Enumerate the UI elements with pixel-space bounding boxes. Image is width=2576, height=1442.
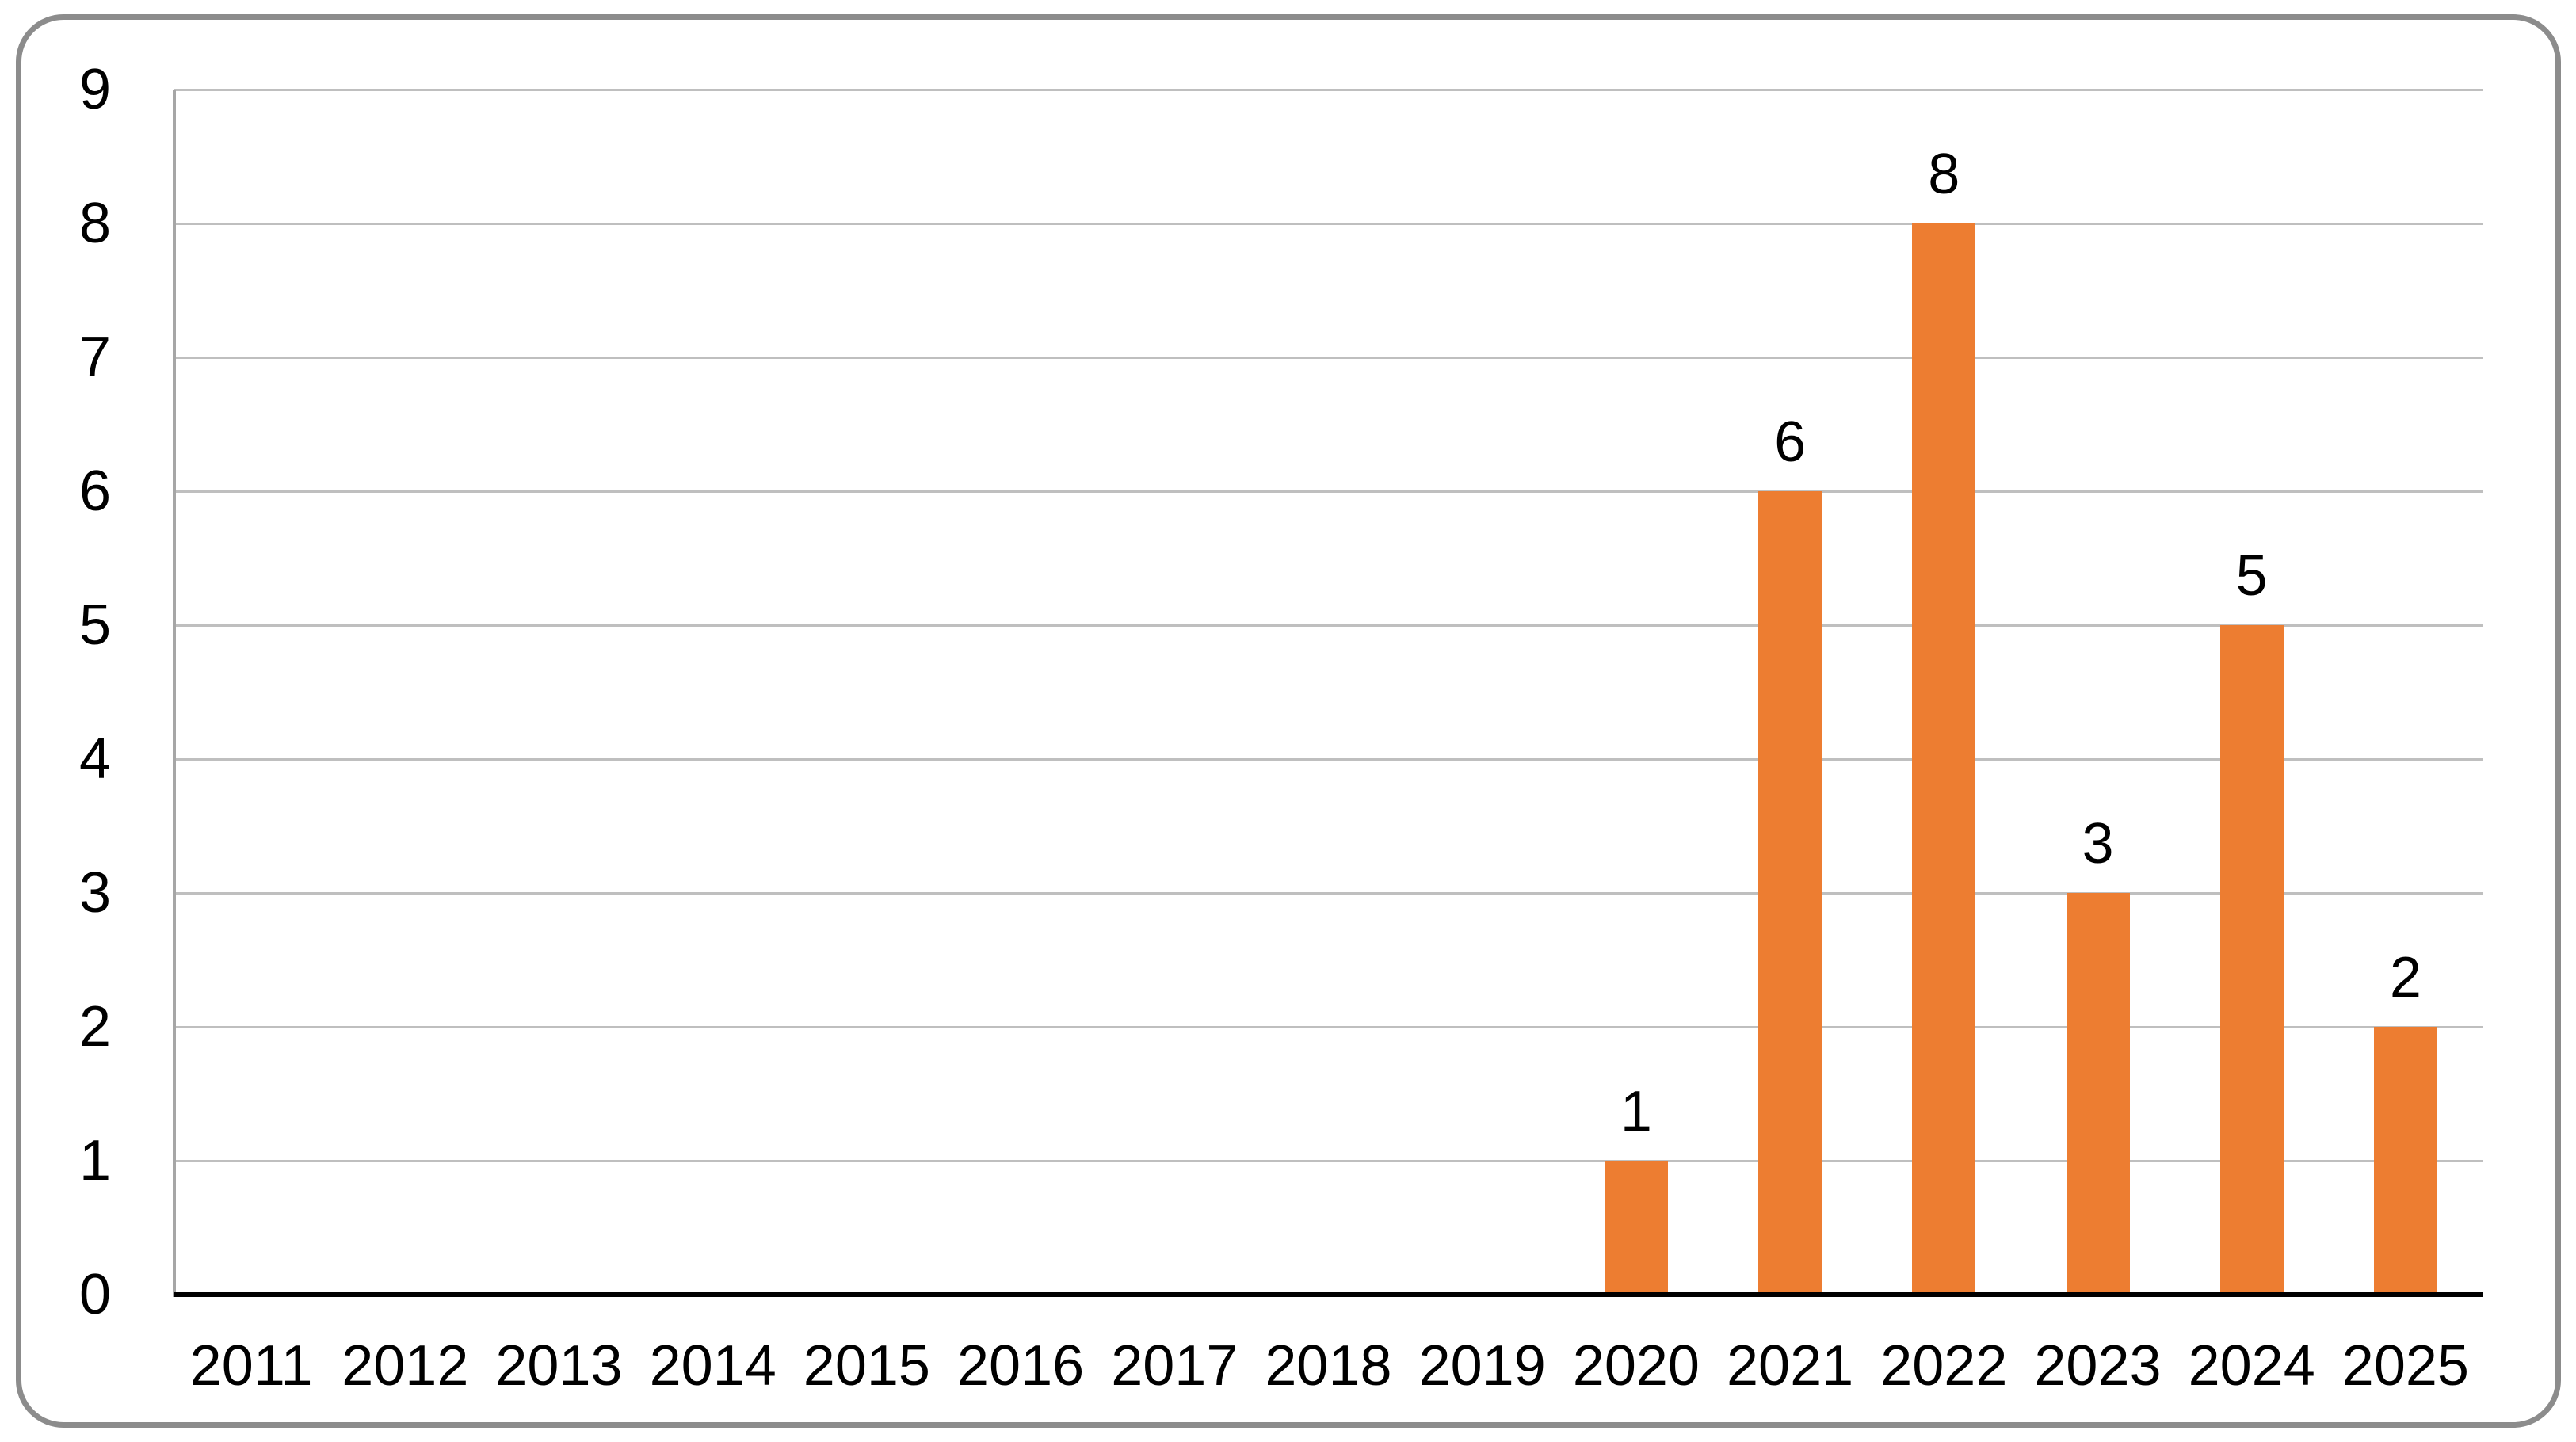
bar-value-label: 1	[1620, 1080, 1652, 1143]
gridline	[174, 757, 2483, 761]
x-axis-line	[174, 1292, 2483, 1297]
x-axis-tick-label: 2024	[2188, 1334, 2315, 1398]
bar	[1604, 1161, 1668, 1295]
gridline	[174, 624, 2483, 627]
x-axis-tick-label: 2016	[957, 1334, 1085, 1398]
y-axis-tick-label: 4	[78, 727, 112, 791]
gridline	[174, 1025, 2483, 1028]
x-axis-tick-label: 2018	[1265, 1334, 1392, 1398]
y-axis-tick-label: 6	[78, 460, 112, 523]
x-axis-tick-label: 2023	[2034, 1334, 2162, 1398]
y-axis-line	[173, 90, 176, 1297]
gridline	[174, 490, 2483, 493]
gridline	[174, 356, 2483, 359]
x-axis-tick-label: 2019	[1418, 1334, 1546, 1398]
x-axis-tick-label: 2017	[1111, 1334, 1238, 1398]
gridline	[174, 1159, 2483, 1162]
gridline	[174, 891, 2483, 895]
x-axis-tick-label: 2025	[2341, 1334, 2469, 1398]
y-axis-tick-label: 2	[78, 995, 112, 1059]
y-axis-tick-label: 8	[78, 192, 112, 255]
bar	[2066, 893, 2130, 1295]
y-axis-tick-label: 7	[78, 326, 112, 389]
x-axis-tick-label: 2021	[1727, 1334, 1854, 1398]
bar	[2373, 1027, 2437, 1295]
bar-value-label: 2	[2389, 946, 2421, 1009]
x-axis-tick-label: 2012	[342, 1334, 469, 1398]
bar-value-label: 3	[2082, 812, 2114, 876]
x-axis-tick-label: 2011	[189, 1334, 313, 1398]
bar	[1912, 223, 1976, 1295]
y-axis-tick-label: 1	[78, 1129, 112, 1192]
chart-frame	[16, 14, 2561, 1428]
gridline	[174, 222, 2483, 225]
x-axis-tick-label: 2013	[495, 1334, 623, 1398]
bar-value-label: 5	[2235, 544, 2268, 608]
y-axis-tick-label: 5	[78, 593, 112, 657]
bar	[1758, 491, 1822, 1295]
x-axis-tick-label: 2020	[1572, 1334, 1700, 1398]
bar-value-label: 8	[1928, 143, 1960, 206]
gridline	[174, 88, 2483, 91]
x-axis-tick-label: 2022	[1880, 1334, 2008, 1398]
bar	[2219, 625, 2284, 1295]
y-axis-tick-label: 9	[78, 58, 112, 121]
bar-value-label: 6	[1774, 410, 1807, 474]
x-axis-tick-label: 2015	[803, 1334, 930, 1398]
y-axis-tick-label: 0	[78, 1263, 112, 1326]
x-axis-tick-label: 2014	[649, 1334, 777, 1398]
y-axis-tick-label: 3	[78, 861, 112, 925]
